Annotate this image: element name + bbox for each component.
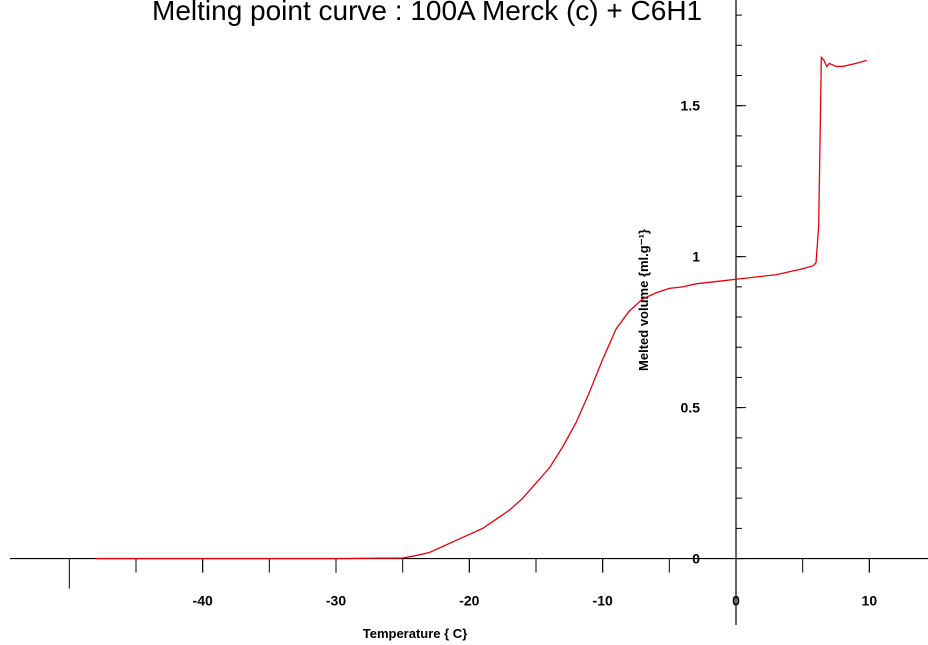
y-tick-label: 0.5 xyxy=(681,400,701,416)
data-line xyxy=(96,55,867,560)
x-tick-label: 0 xyxy=(732,593,740,609)
chart-title: Melting point curve : 100A Merck (c) + C… xyxy=(152,0,702,26)
x-tick-label: -30 xyxy=(326,593,346,609)
y-tick-label: 1 xyxy=(692,249,700,265)
x-axis-label: Temperature { C} xyxy=(363,626,468,641)
x-tick-label: -20 xyxy=(459,593,479,609)
y-axis-label: Melted volume {ml.g⁻¹} xyxy=(636,229,651,371)
y-tick-label: 1.5 xyxy=(681,98,701,114)
x-tick-label: -40 xyxy=(193,593,213,609)
x-tick-label: -10 xyxy=(593,593,613,609)
x-tick-label: 10 xyxy=(862,593,878,609)
y-tick-label: 0 xyxy=(692,551,700,567)
